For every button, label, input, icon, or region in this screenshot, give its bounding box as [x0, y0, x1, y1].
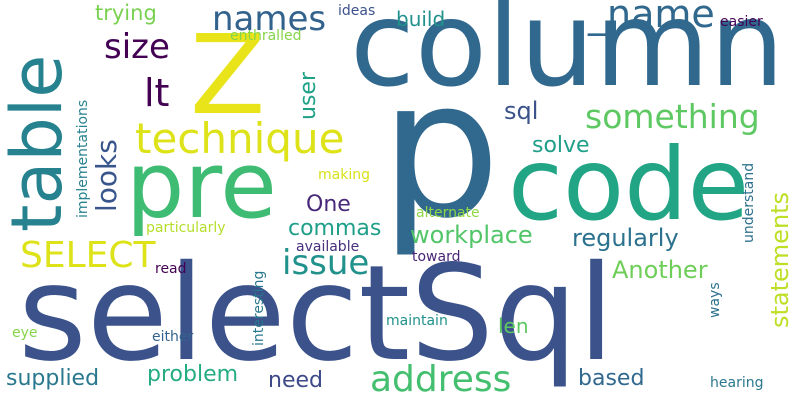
word-maintain: maintain [386, 313, 448, 329]
word-len: len [498, 314, 529, 338]
word-read: read [155, 261, 187, 277]
word-select: SELECT [20, 235, 156, 276]
word-names: names [212, 0, 327, 39]
word-code: code [508, 126, 750, 243]
word-selectsql: selectSql [18, 237, 615, 391]
word-either: either [152, 329, 194, 345]
word-particularly: particularly [146, 220, 226, 236]
word-name: _name [588, 0, 715, 36]
word-alternate: alternate [416, 205, 480, 221]
word-solve: solve [532, 133, 590, 158]
word-interesting: interesting [251, 270, 267, 346]
word-making: making [318, 167, 370, 183]
word-trying: trying [95, 1, 157, 25]
word-commas: commas [288, 216, 382, 241]
word-ideas: ideas [338, 3, 376, 19]
word-eye: eye [12, 325, 38, 341]
word-pre: pre [126, 132, 277, 239]
word-understand: understand [741, 162, 757, 243]
word-need: need [268, 368, 323, 393]
word-build: build [396, 7, 446, 31]
word-problem: problem [147, 362, 239, 387]
word-enthralled: enthralled [230, 28, 302, 44]
word-statements: statements [766, 191, 794, 328]
word-available: available [296, 239, 360, 255]
word-sql: sql [504, 97, 539, 125]
word-based: based [578, 366, 645, 391]
word-address: address [370, 359, 512, 400]
word-user: user [296, 72, 321, 120]
word-workplace: workplace [410, 221, 533, 249]
word-supplied: supplied [6, 366, 100, 391]
word-another: Another [612, 256, 708, 284]
word-table: table [0, 54, 78, 232]
word-z: Z [190, 11, 266, 139]
word-lt: lt [144, 71, 170, 115]
word-toward: toward [412, 249, 461, 265]
word-size: size [104, 27, 170, 67]
word-something: something [585, 97, 760, 136]
word-ways: ways [707, 282, 723, 318]
word-implementations: implementations [75, 99, 91, 218]
word-p: p [380, 39, 501, 260]
word-looks: looks [90, 139, 123, 212]
word-technique: technique [135, 114, 345, 163]
word-issue: issue [282, 243, 370, 283]
word-column: column [350, 0, 785, 113]
word-hearing: hearing [710, 375, 764, 391]
word-easier: easier [720, 14, 763, 30]
word-one: One [306, 192, 351, 217]
word-regularly: regularly [572, 224, 679, 252]
